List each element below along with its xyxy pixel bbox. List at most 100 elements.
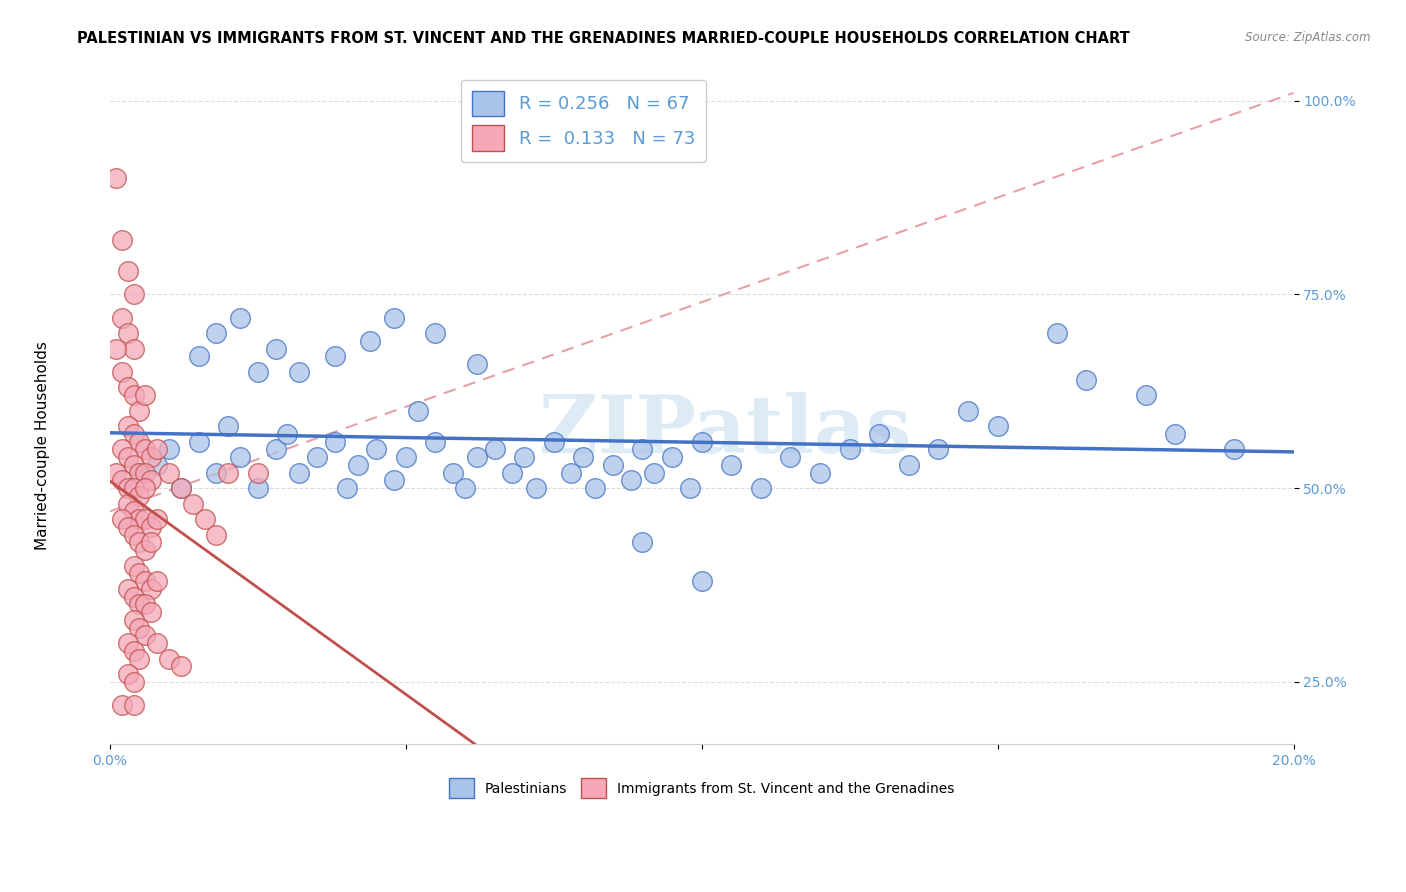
Point [117,667,139,681]
Point [1164,426,1187,441]
Point [122,613,145,627]
Point [128,489,150,503]
Point [454,481,477,495]
Point [323,434,346,449]
Point [141,474,163,488]
Point [128,466,150,480]
Point [111,474,134,488]
Point [749,481,772,495]
Point [465,357,488,371]
Point [288,365,311,379]
Text: Source: ZipAtlas.com: Source: ZipAtlas.com [1246,31,1371,45]
Point [104,466,127,480]
Point [1135,388,1157,402]
Point [141,582,163,596]
Point [128,566,150,581]
Point [128,434,150,449]
Point [104,171,127,186]
Point [927,442,949,457]
Point [661,450,683,465]
Point [128,403,150,417]
Point [484,442,506,457]
Point [187,434,209,449]
Point [217,466,239,480]
Point [720,458,742,472]
Point [193,512,215,526]
Point [425,434,447,449]
Point [128,598,150,612]
Point [134,574,156,589]
Point [987,419,1010,434]
Point [134,512,156,526]
Point [122,426,145,441]
Point [117,481,139,495]
Point [779,450,801,465]
Point [122,698,145,713]
Point [572,450,595,465]
Point [146,636,169,650]
Point [205,466,228,480]
Text: ZIPatlas: ZIPatlas [540,392,911,470]
Point [690,434,713,449]
Point [690,574,713,589]
Point [382,474,405,488]
Point [205,326,228,341]
Point [134,388,156,402]
Point [117,497,139,511]
Point [122,388,145,402]
Point [146,442,169,457]
Point [395,450,418,465]
Point [956,403,979,417]
Point [146,458,169,472]
Point [128,466,150,480]
Point [335,481,357,495]
Point [217,419,239,434]
Point [347,458,370,472]
Point [128,621,150,635]
Point [181,497,204,511]
Point [141,450,163,465]
Point [122,287,145,301]
Point [620,474,643,488]
Point [170,481,193,495]
Point [117,419,139,434]
Point [583,481,606,495]
Point [111,698,134,713]
Point [146,512,169,526]
Point [359,334,381,348]
Point [117,520,139,534]
Point [264,442,287,457]
Point [157,651,180,665]
Point [122,504,145,518]
Point [170,659,193,673]
Point [122,590,145,604]
Point [122,558,145,573]
Point [128,512,150,526]
Point [602,458,624,472]
Point [276,426,298,441]
Point [425,326,447,341]
Point [246,466,269,480]
Point [205,527,228,541]
Point [128,651,150,665]
Point [229,310,252,325]
Point [631,535,654,549]
Point [117,636,139,650]
Point [246,365,269,379]
Point [117,264,139,278]
Point [128,535,150,549]
Text: Married-couple Households: Married-couple Households [35,342,49,550]
Point [323,350,346,364]
Point [141,605,163,619]
Point [366,442,388,457]
Legend: Palestinians, Immigrants from St. Vincent and the Grenadines: Palestinians, Immigrants from St. Vincen… [443,772,960,804]
Point [141,520,163,534]
Point [134,543,156,558]
Point [141,535,163,549]
Point [288,466,311,480]
Point [229,450,252,465]
Point [524,481,547,495]
Point [679,481,702,495]
Point [117,326,139,341]
Point [868,426,890,441]
